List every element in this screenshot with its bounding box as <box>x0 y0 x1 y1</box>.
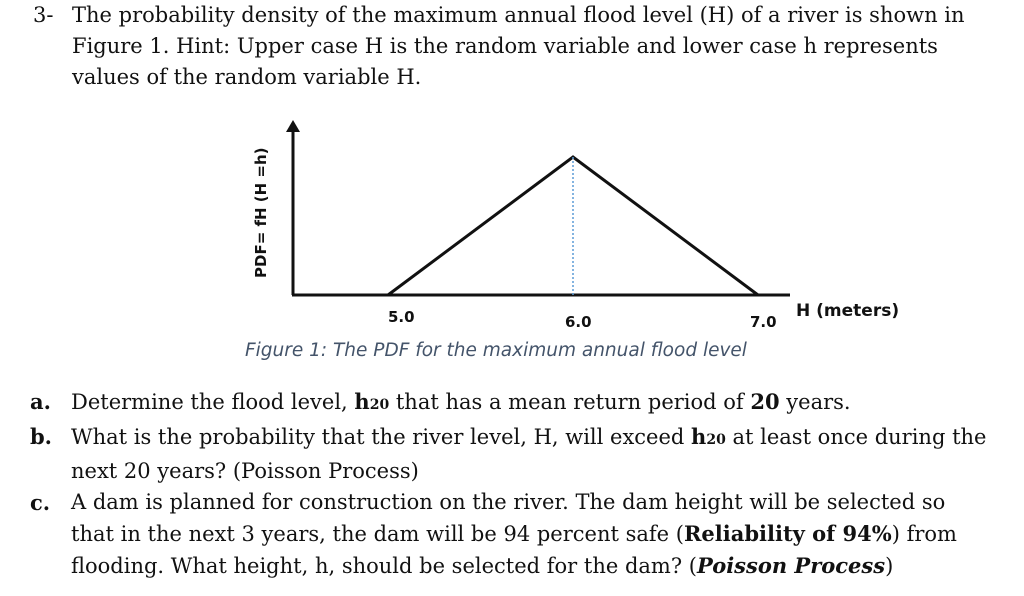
part-a-h-symbol: h <box>354 389 370 414</box>
problem-intro: 3- The probability density of the maximu… <box>10 0 1014 93</box>
part-a-text-2: that has a mean return period of <box>389 390 751 414</box>
part-a: a. Determine the flood level, h20 that h… <box>30 386 1010 421</box>
part-b-text-2: at least once during the <box>725 425 987 449</box>
part-b-h-subscript: 20 <box>706 432 726 448</box>
question-parts: a. Determine the flood level, h20 that h… <box>30 386 1010 582</box>
part-a-number: 20 <box>750 389 780 414</box>
part-b-h-symbol: h <box>691 424 707 449</box>
part-b-line-2: next 20 years? (Poisson Process) <box>71 459 419 483</box>
question-number: 3- <box>33 3 54 27</box>
chart-marks: 5.0 6.0 7.0 <box>387 155 777 331</box>
intro-line-1: The probability density of the maximum a… <box>72 3 965 27</box>
intro-line-2: Figure 1. Hint: Upper case H is the rand… <box>72 34 938 58</box>
x-tick-label: 6.0 <box>565 313 592 331</box>
part-a-h-subscript: 20 <box>369 397 390 413</box>
x-tick-label: 5.0 <box>388 308 415 326</box>
part-c-poisson: Poisson Process <box>696 553 886 578</box>
part-c-line-3-b: ) <box>885 554 894 578</box>
problem-statement: 3- The probability density of the maximu… <box>10 0 1014 93</box>
figure-1: PDF= fH (H =h) H (meters) 5.0 6.0 7.0 <box>0 110 1024 370</box>
part-a-text-3: years. <box>779 390 851 414</box>
part-c-line-2-b: ) from <box>891 522 957 546</box>
intro-line-3: values of the random variable H. <box>72 65 422 89</box>
y-axis-arrowhead <box>286 120 300 132</box>
part-b-text-1: What is the probability that the river l… <box>71 425 692 449</box>
y-axis-label: PDF= fH (H =h) <box>252 147 270 278</box>
part-a-letter: a. <box>30 389 51 414</box>
figure-caption: Figure 1: The PDF for the maximum annual… <box>245 340 747 361</box>
part-c-line-2-a: that in the next 3 years, the dam will b… <box>71 522 684 546</box>
part-c-line-3-a: flooding. What height, h, should be sele… <box>71 554 697 578</box>
x-axis-label: H (meters) <box>796 301 899 321</box>
x-tick-label: 7.0 <box>750 313 777 331</box>
part-b-letter: b. <box>30 424 52 449</box>
pdf-chart: PDF= fH (H =h) H (meters) 5.0 6.0 7.0 <box>252 120 899 331</box>
part-c: c. A dam is planned for construction on … <box>30 487 1010 582</box>
part-b: b. What is the probability that the rive… <box>30 421 1010 487</box>
part-c-line-1: A dam is planned for construction on the… <box>71 490 946 514</box>
part-c-reliability: Reliability of 94% <box>683 521 892 546</box>
part-a-text-1: Determine the flood level, <box>71 390 355 414</box>
part-c-letter: c. <box>30 490 51 515</box>
